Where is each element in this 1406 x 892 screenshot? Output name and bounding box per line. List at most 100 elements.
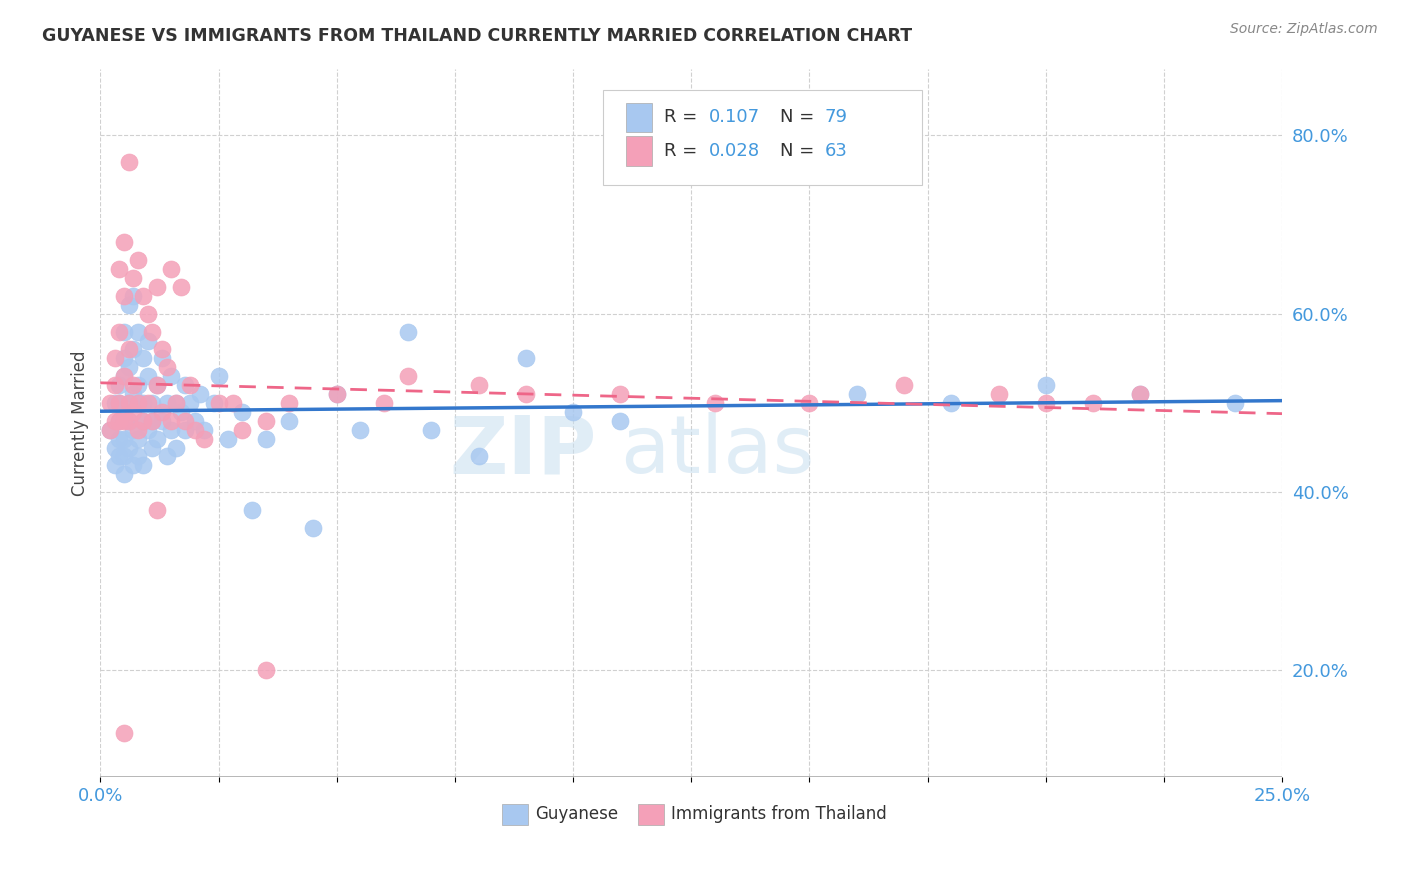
Point	[112, 325, 135, 339]
FancyBboxPatch shape	[638, 804, 664, 825]
Point	[136, 396, 159, 410]
Point	[941, 396, 963, 410]
Point	[207, 369, 229, 384]
Point	[515, 351, 537, 366]
Point	[160, 369, 183, 384]
Point	[184, 414, 207, 428]
Text: GUYANESE VS IMMIGRANTS FROM THAILAND CURRENTLY MARRIED CORRELATION CHART: GUYANESE VS IMMIGRANTS FROM THAILAND CUR…	[42, 27, 912, 45]
Point	[127, 378, 149, 392]
Point	[122, 271, 145, 285]
Point	[136, 334, 159, 348]
Point	[150, 351, 173, 366]
Point	[165, 441, 187, 455]
Point	[118, 396, 141, 410]
Point	[108, 450, 131, 464]
Point	[188, 387, 211, 401]
Point	[987, 387, 1010, 401]
Point	[112, 369, 135, 384]
Point	[396, 325, 419, 339]
Point	[103, 396, 125, 410]
Text: ZIP: ZIP	[450, 412, 596, 491]
Point	[98, 423, 121, 437]
Text: Source: ZipAtlas.com: Source: ZipAtlas.com	[1230, 22, 1378, 37]
Point	[112, 235, 135, 250]
Point	[141, 325, 163, 339]
Point	[1223, 396, 1246, 410]
Point	[112, 414, 135, 428]
Point	[141, 414, 163, 428]
Point	[127, 396, 149, 410]
Point	[254, 414, 277, 428]
Point	[799, 396, 821, 410]
Point	[1035, 378, 1057, 392]
Point	[141, 441, 163, 455]
Point	[103, 414, 125, 428]
Point	[122, 423, 145, 437]
Point	[136, 307, 159, 321]
Point	[240, 503, 263, 517]
Point	[127, 253, 149, 268]
Point	[132, 458, 155, 473]
Point	[222, 396, 245, 410]
Point	[108, 414, 131, 428]
Point	[193, 423, 215, 437]
Point	[160, 262, 183, 277]
Text: Guyanese: Guyanese	[536, 805, 619, 823]
Text: N =: N =	[780, 142, 820, 160]
Point	[207, 396, 229, 410]
Point	[103, 351, 125, 366]
Y-axis label: Currently Married: Currently Married	[72, 351, 89, 496]
Point	[132, 351, 155, 366]
Text: 63: 63	[825, 142, 848, 160]
Point	[118, 298, 141, 312]
Text: R =: R =	[664, 109, 703, 127]
Point	[108, 414, 131, 428]
Point	[118, 414, 141, 428]
Point	[609, 387, 631, 401]
Point	[170, 405, 193, 419]
Point	[136, 423, 159, 437]
Point	[467, 450, 489, 464]
Point	[160, 423, 183, 437]
Point	[231, 423, 253, 437]
Point	[179, 378, 201, 392]
Point	[150, 343, 173, 357]
Point	[146, 378, 169, 392]
Point	[562, 405, 585, 419]
Point	[108, 262, 131, 277]
Point	[278, 396, 301, 410]
Point	[112, 369, 135, 384]
Point	[118, 360, 141, 375]
Point	[703, 396, 725, 410]
FancyBboxPatch shape	[603, 90, 922, 186]
Point	[146, 378, 169, 392]
Point	[1081, 396, 1104, 410]
Text: atlas: atlas	[620, 412, 814, 491]
Point	[278, 414, 301, 428]
Text: Immigrants from Thailand: Immigrants from Thailand	[671, 805, 887, 823]
Point	[108, 325, 131, 339]
Point	[132, 289, 155, 303]
Point	[127, 325, 149, 339]
Point	[146, 503, 169, 517]
Point	[174, 378, 197, 392]
Point	[254, 432, 277, 446]
Point	[127, 432, 149, 446]
Point	[122, 378, 145, 392]
Point	[108, 432, 131, 446]
Point	[202, 396, 225, 410]
Point	[112, 405, 135, 419]
Point	[112, 467, 135, 482]
Point	[515, 387, 537, 401]
Point	[231, 405, 253, 419]
Point	[132, 414, 155, 428]
Point	[118, 414, 141, 428]
Point	[108, 378, 131, 392]
Point	[118, 396, 141, 410]
Point	[1129, 387, 1152, 401]
Text: 79: 79	[825, 109, 848, 127]
Point	[112, 432, 135, 446]
Point	[127, 423, 149, 437]
Point	[112, 351, 135, 366]
Point	[103, 378, 125, 392]
